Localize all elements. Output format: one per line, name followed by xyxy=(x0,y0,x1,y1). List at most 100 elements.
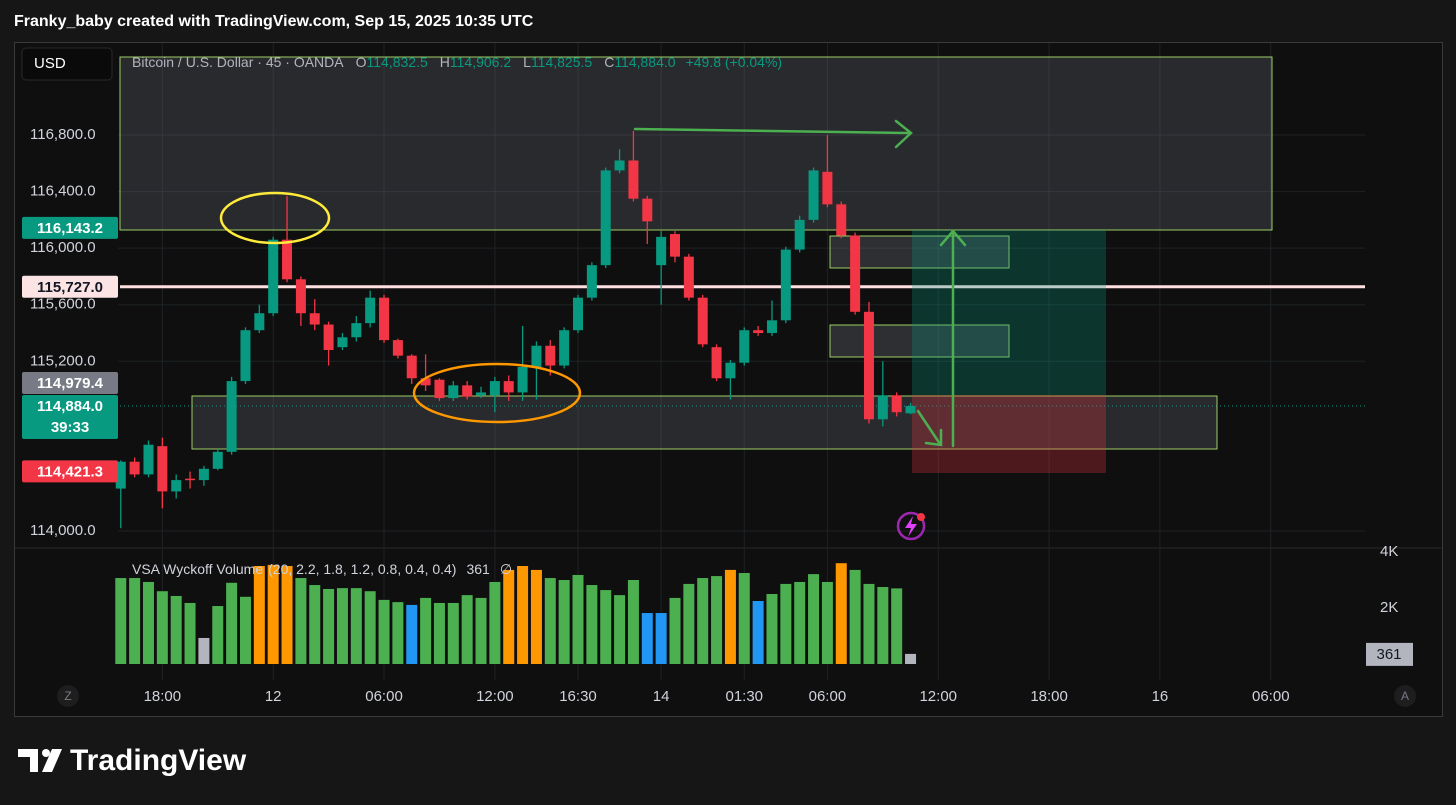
y-tick-label: 115,200.0 xyxy=(30,352,96,369)
candle-body xyxy=(323,324,334,350)
candle-body xyxy=(365,297,376,324)
candle-body xyxy=(822,171,833,205)
volume-bar xyxy=(489,581,501,664)
volume-legend: VSA Wyckoff Volume (20, 2.2, 1.8, 1.2, 0.… xyxy=(132,561,512,577)
volume-bar xyxy=(669,597,681,664)
volume-bar xyxy=(780,583,792,664)
currency-button[interactable] xyxy=(21,47,113,81)
x-tick-label: 12:00 xyxy=(476,688,514,705)
legend-key: L xyxy=(523,54,531,70)
volume-bar xyxy=(683,583,695,664)
x-tick-label: 06:00 xyxy=(365,688,403,705)
volume-bar xyxy=(364,591,376,664)
candle-body xyxy=(448,385,459,399)
arrow xyxy=(939,229,967,448)
candle-body xyxy=(725,362,736,379)
price-badge xyxy=(22,371,118,394)
x-tick-label: 01:30 xyxy=(725,688,763,705)
candle-body xyxy=(157,446,168,492)
series xyxy=(115,130,917,664)
x-tick-label: 12:00 xyxy=(919,688,957,705)
candle-body xyxy=(212,451,223,469)
x-tick-label: 14 xyxy=(653,688,670,705)
price-badge-label: 115,727.0 xyxy=(37,279,103,296)
y-tick-label: 115,600.0 xyxy=(30,296,96,313)
candle-body xyxy=(697,297,708,345)
volume-bar xyxy=(891,588,903,664)
volume-bar xyxy=(849,569,861,664)
y-tick-label: 116,800.0 xyxy=(30,126,96,143)
candle-body xyxy=(462,385,473,397)
volume-bar xyxy=(309,585,321,664)
price-badge xyxy=(22,460,118,483)
volume-bar xyxy=(794,581,806,664)
legend-key: O xyxy=(356,54,367,70)
candle-body xyxy=(268,239,279,314)
volume-bar xyxy=(142,581,154,664)
price-badge xyxy=(22,275,118,298)
volume-bar xyxy=(614,595,626,664)
volume-tick-label: 2K xyxy=(1380,599,1398,616)
volume-bar xyxy=(115,578,127,664)
volume-bar xyxy=(433,602,445,664)
candle-body xyxy=(891,395,902,413)
volume-bar xyxy=(530,569,542,664)
candle-body xyxy=(573,297,584,331)
axis-button[interactable] xyxy=(1394,685,1416,707)
candle-body xyxy=(836,204,847,236)
volume-bar xyxy=(420,597,432,664)
volume-bar xyxy=(253,566,265,664)
brand: TradingView xyxy=(70,744,247,777)
legend-key: C xyxy=(604,54,614,70)
candle-body xyxy=(863,311,874,420)
candle-body xyxy=(115,461,126,489)
volume-bar xyxy=(461,595,473,664)
candle-body xyxy=(226,381,237,452)
axis-button[interactable] xyxy=(57,685,79,707)
candle-body xyxy=(753,330,764,334)
highlight-ellipse xyxy=(219,191,331,245)
candle-body xyxy=(531,345,542,367)
alert-icon[interactable] xyxy=(896,511,926,541)
candle-body xyxy=(669,234,680,257)
volume-bar xyxy=(129,578,141,664)
volume-bar xyxy=(877,587,889,664)
currency-label: USD xyxy=(34,55,66,72)
volume-badge-label: 361 xyxy=(1376,646,1401,663)
candle-body xyxy=(850,235,861,312)
legend: Bitcoin / U.S. Dollar · 45 · OANDA O114,8… xyxy=(132,54,782,70)
volume-bar xyxy=(323,588,335,664)
volume-bar xyxy=(863,583,875,664)
volume-bar xyxy=(392,602,404,664)
x-tick-label: 06:00 xyxy=(809,688,847,705)
candle-body xyxy=(780,249,791,321)
volume-bar xyxy=(821,581,833,664)
volume-bar xyxy=(697,578,709,664)
volume-bar xyxy=(212,606,224,664)
x-tick-label: 06:00 xyxy=(1252,688,1290,705)
volume-status: ∅ xyxy=(500,561,512,577)
candle-body xyxy=(586,265,597,298)
candle-body xyxy=(282,239,293,280)
arrow xyxy=(916,409,943,447)
volume-bar xyxy=(406,604,418,664)
candle-body xyxy=(545,345,556,366)
position-target xyxy=(912,230,1106,395)
candle-body xyxy=(739,330,750,363)
candle-body xyxy=(406,355,417,379)
candle-body xyxy=(379,297,390,341)
volume-bar xyxy=(558,580,570,664)
volume-bar xyxy=(378,599,390,664)
volume-bar xyxy=(184,602,196,664)
volume-tick-label: 4K xyxy=(1380,543,1398,560)
volume-bar xyxy=(239,596,251,664)
volume-bar xyxy=(572,574,584,664)
candle-body xyxy=(600,170,611,266)
price-badge xyxy=(22,394,118,439)
candle-body xyxy=(171,480,182,492)
candle-body xyxy=(711,347,722,379)
volume-bar xyxy=(586,585,598,664)
x-tick-label: 18:00 xyxy=(1030,688,1068,705)
candle-body xyxy=(295,279,306,314)
